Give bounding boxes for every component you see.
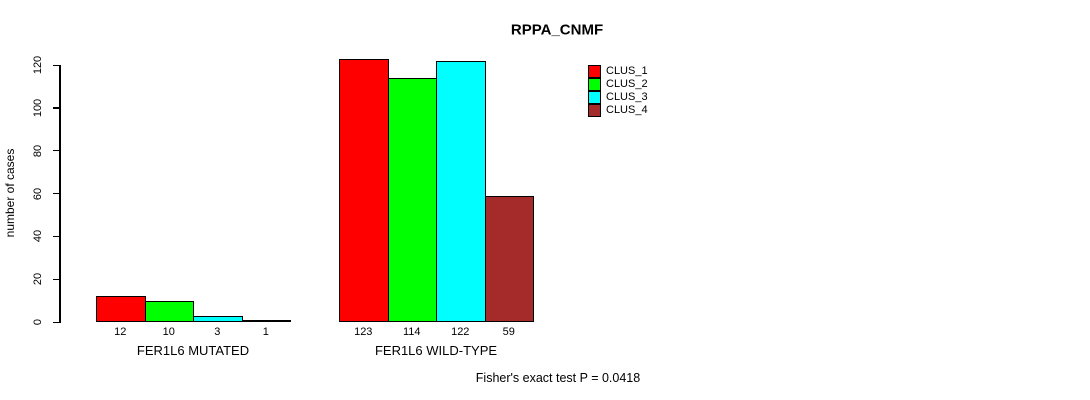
- y-axis-tick: [53, 235, 60, 238]
- fisher-exact-test-note: Fisher's exact test P = 0.0418: [475, 371, 641, 385]
- y-axis-tick-label: 80: [32, 144, 44, 157]
- y-axis-tick-label: 60: [32, 187, 44, 200]
- bar-clus_2-mutated: [144, 300, 194, 322]
- bar-value-label: 59: [502, 326, 515, 338]
- legend-row-clus_4: CLUS_4: [588, 104, 648, 117]
- y-axis-tick: [53, 64, 60, 66]
- y-axis-tick-label: 40: [32, 230, 44, 243]
- legend-row-clus_2: CLUS_2: [588, 78, 648, 91]
- y-axis-tick-label: 20: [32, 273, 44, 286]
- chart-title: RPPA_CNMF: [510, 21, 604, 39]
- legend-label: CLUS_3: [606, 91, 648, 103]
- bar-clus_1-wild-type: [339, 58, 389, 322]
- y-axis-tick-label: 100: [32, 98, 44, 118]
- y-axis-tick: [53, 321, 60, 323]
- bar-clus_1-mutated: [96, 296, 146, 322]
- y-axis-tick: [53, 278, 60, 280]
- bar-value-label: 3: [214, 326, 221, 338]
- bar-clus_2-wild-type: [387, 77, 437, 322]
- bar-value-label: 123: [354, 326, 373, 338]
- bar-value-label: 10: [162, 326, 175, 338]
- bar-clus_4-mutated: [241, 319, 291, 322]
- legend-row-clus_3: CLUS_3: [588, 91, 648, 104]
- legend: CLUS_1 CLUS_2 CLUS_3 CLUS_4: [588, 65, 648, 117]
- legend-label: CLUS_2: [606, 78, 648, 90]
- bar-value-label: 122: [451, 326, 470, 338]
- legend-swatch-icon: [588, 91, 601, 104]
- y-axis-tick: [53, 107, 60, 109]
- bar-clus_3-wild-type: [436, 60, 486, 322]
- legend-swatch-icon: [588, 104, 601, 117]
- legend-swatch-icon: [588, 65, 601, 78]
- legend-swatch-icon: [588, 78, 601, 91]
- y-axis-tick-label: 120: [32, 55, 44, 75]
- y-axis-tick: [53, 150, 60, 152]
- bar-value-label: 114: [402, 326, 421, 338]
- y-axis-tick-label: 0: [32, 318, 44, 326]
- bar-clus_3-mutated: [193, 315, 243, 322]
- x-category-label: FER1L6 MUTATED: [136, 343, 250, 358]
- bar-value-label: 1: [262, 326, 269, 338]
- legend-label: CLUS_4: [606, 104, 648, 116]
- bar-value-label: 12: [114, 326, 127, 338]
- y-axis-tick: [53, 193, 60, 195]
- legend-row-clus_1: CLUS_1: [588, 65, 648, 78]
- legend-label: CLUS_1: [606, 65, 648, 77]
- x-category-label: FER1L6 WILD-TYPE: [374, 343, 498, 358]
- bar-clus_4-wild-type: [484, 195, 534, 322]
